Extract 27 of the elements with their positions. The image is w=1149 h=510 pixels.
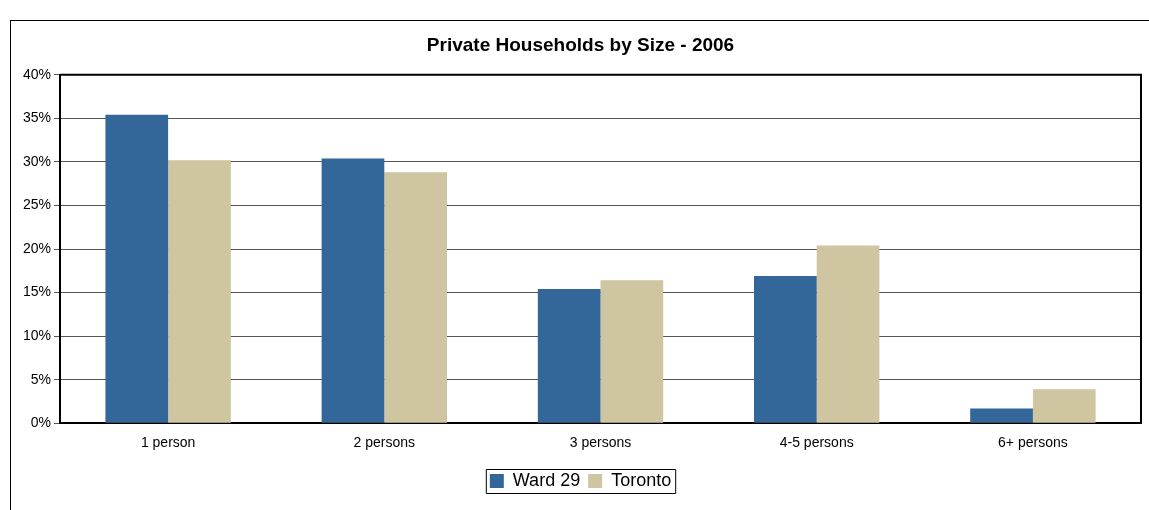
bar bbox=[816, 245, 880, 423]
bar bbox=[1032, 389, 1096, 423]
y-tick-label: 10% bbox=[22, 326, 52, 343]
y-tick-label: 5% bbox=[30, 370, 52, 387]
x-tick-label: 6+ persons bbox=[998, 434, 1068, 451]
y-tick-label: 40% bbox=[22, 65, 52, 82]
y-tick-label: 15% bbox=[22, 283, 52, 300]
y-tick-label: 25% bbox=[22, 196, 52, 213]
chart-title: Private Households by Size - 2006 bbox=[426, 33, 735, 55]
y-tick-label: 35% bbox=[22, 109, 52, 126]
bar bbox=[600, 280, 664, 423]
bar bbox=[321, 158, 385, 423]
x-tick-label: 2 persons bbox=[353, 434, 416, 451]
bar bbox=[970, 408, 1033, 423]
bar bbox=[168, 160, 231, 423]
bar bbox=[384, 172, 448, 423]
legend-label: Toronto bbox=[611, 469, 672, 490]
legend-label: Ward 29 bbox=[512, 469, 581, 490]
y-tick-label: 30% bbox=[22, 152, 52, 169]
y-tick-label: 0% bbox=[30, 414, 52, 431]
bar bbox=[537, 289, 601, 423]
bar bbox=[105, 114, 169, 423]
x-tick-label: 1 person bbox=[140, 434, 196, 451]
x-tick-label: 4-5 persons bbox=[779, 434, 854, 451]
bar bbox=[754, 276, 817, 423]
y-tick-label: 20% bbox=[22, 239, 52, 256]
x-tick-label: 3 persons bbox=[569, 434, 632, 451]
